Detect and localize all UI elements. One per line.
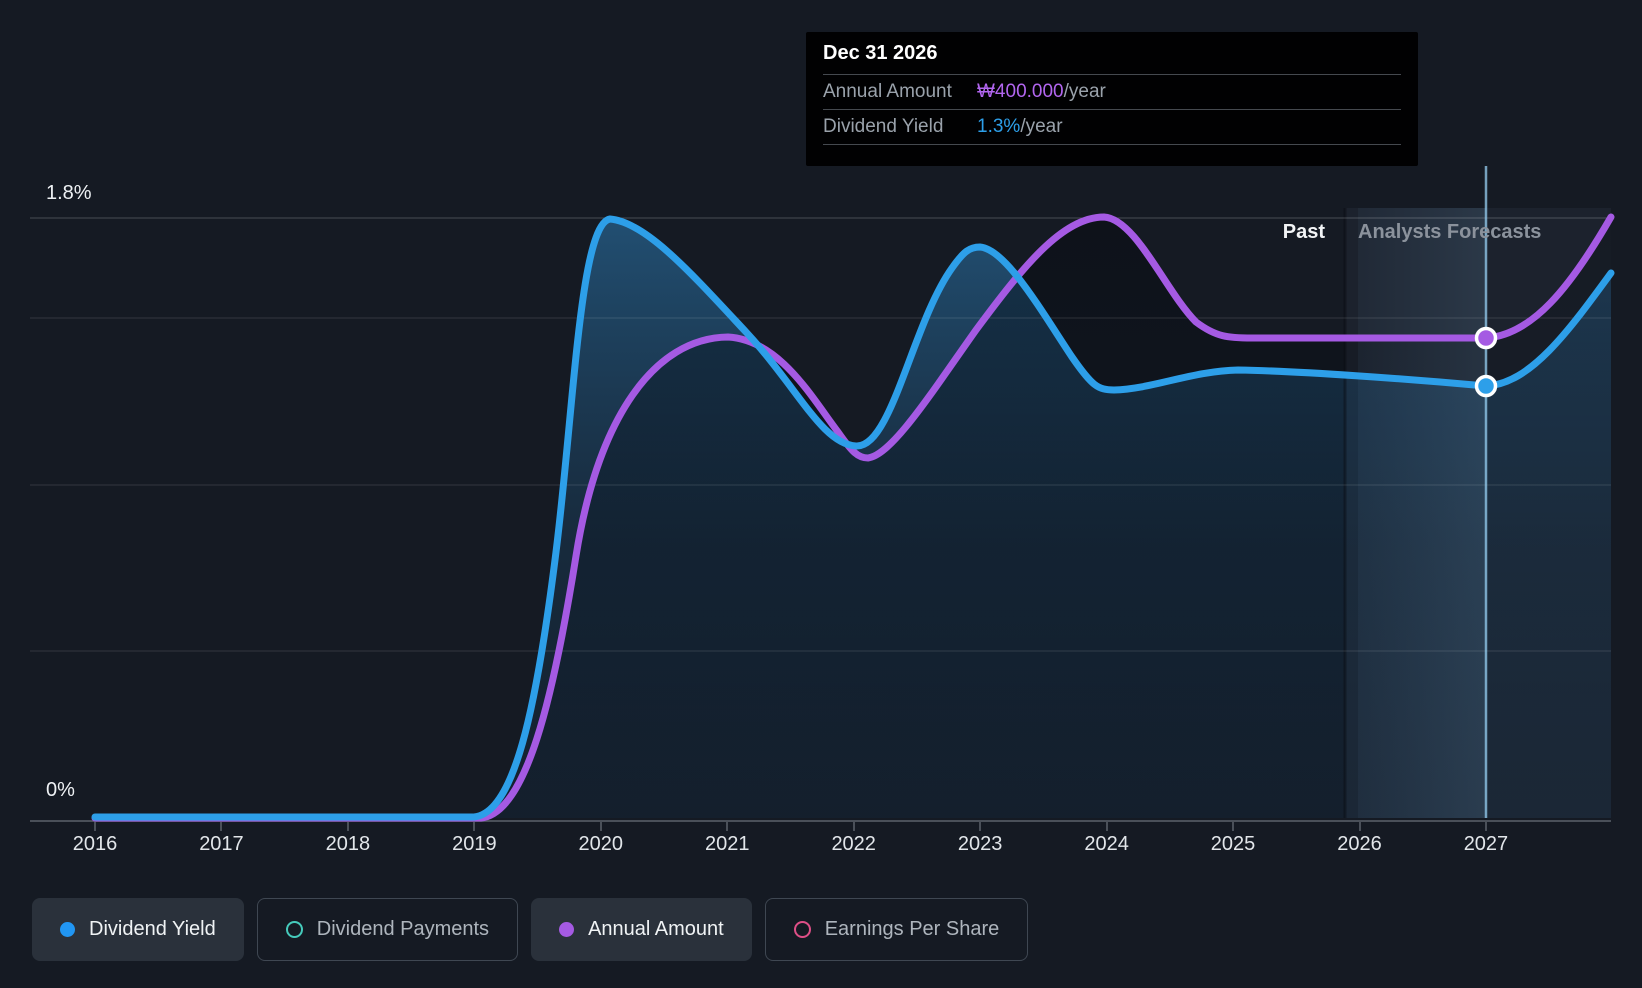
legend-toggle-dividend-payments[interactable]: Dividend Payments xyxy=(256,898,519,961)
tooltip-value: ₩400.000 xyxy=(977,81,1064,102)
dividend-yield-line xyxy=(91,215,1615,821)
dividend-payments-ring-icon xyxy=(285,921,303,938)
x-axis-label: 2019 xyxy=(452,833,497,855)
x-axis xyxy=(30,820,1611,831)
x-axis-label: 2027 xyxy=(1463,833,1509,855)
legend-toggle-annual-amount[interactable]: Annual Amount xyxy=(531,898,752,961)
dividend-yield-dot-icon xyxy=(60,922,75,937)
x-axis-labels: 2016 2017 2018 2019 2020 2021 2022 2023 2024 2025… xyxy=(0,833,1642,859)
tooltip-row-annual-amount: Annual Amount ₩400.000/year xyxy=(823,75,1401,110)
tooltip-value: 1.3% xyxy=(977,116,1021,137)
dividend-yield-hover-marker xyxy=(1474,374,1498,398)
legend-label: Earnings Per Share xyxy=(824,918,1000,940)
tooltip-row-dividend-yield: Dividend Yield 1.3%/year xyxy=(823,110,1401,145)
tooltip-date: Dec 31 2026 xyxy=(823,42,1401,75)
past-region-label: Past xyxy=(1282,221,1325,243)
y-axis-max-label: 1.8% xyxy=(46,182,92,204)
x-axis-label: 2026 xyxy=(1337,833,1382,855)
x-axis-label: 2022 xyxy=(831,833,876,855)
earnings-per-share-ring-icon xyxy=(793,921,811,938)
hover-tooltip: Dec 31 2026 Annual Amount ₩400.000/year … xyxy=(806,32,1418,166)
tooltip-label: Annual Amount xyxy=(823,81,952,102)
x-axis-label: 2016 xyxy=(72,833,118,855)
annual-amount-dot-icon xyxy=(559,922,575,937)
x-axis-label: 2020 xyxy=(578,833,624,855)
x-axis-label: 2023 xyxy=(957,833,1003,855)
legend-toggle-earnings-per-share[interactable]: Earnings Per Share xyxy=(764,898,1029,961)
tooltip-value-suffix: /year xyxy=(1020,116,1063,137)
y-axis-min-label: 0% xyxy=(46,779,75,801)
x-axis-label: 2024 xyxy=(1084,833,1129,855)
legend-toggle-dividend-yield[interactable]: Dividend Yield xyxy=(32,898,244,961)
x-axis-label: 2017 xyxy=(199,833,244,855)
gridlines xyxy=(30,217,1611,652)
legend-label: Dividend Yield xyxy=(89,918,216,940)
chart-legend: Dividend Yield Dividend Payments Annual … xyxy=(32,898,1029,961)
x-axis-label: 2021 xyxy=(705,833,750,855)
tooltip-value-suffix: /year xyxy=(1063,81,1106,102)
tooltip-label: Dividend Yield xyxy=(823,116,944,137)
forecast-region-label: Analysts Forecasts xyxy=(1358,221,1542,243)
annual-amount-line xyxy=(91,213,1615,822)
legend-label: Annual Amount xyxy=(588,918,724,940)
hover-year-band xyxy=(1358,208,1486,818)
legend-label: Dividend Payments xyxy=(316,918,490,940)
annual-amount-hover-marker xyxy=(1474,326,1498,350)
x-axis-label: 2018 xyxy=(325,833,371,855)
x-axis-label: 2025 xyxy=(1210,833,1256,855)
